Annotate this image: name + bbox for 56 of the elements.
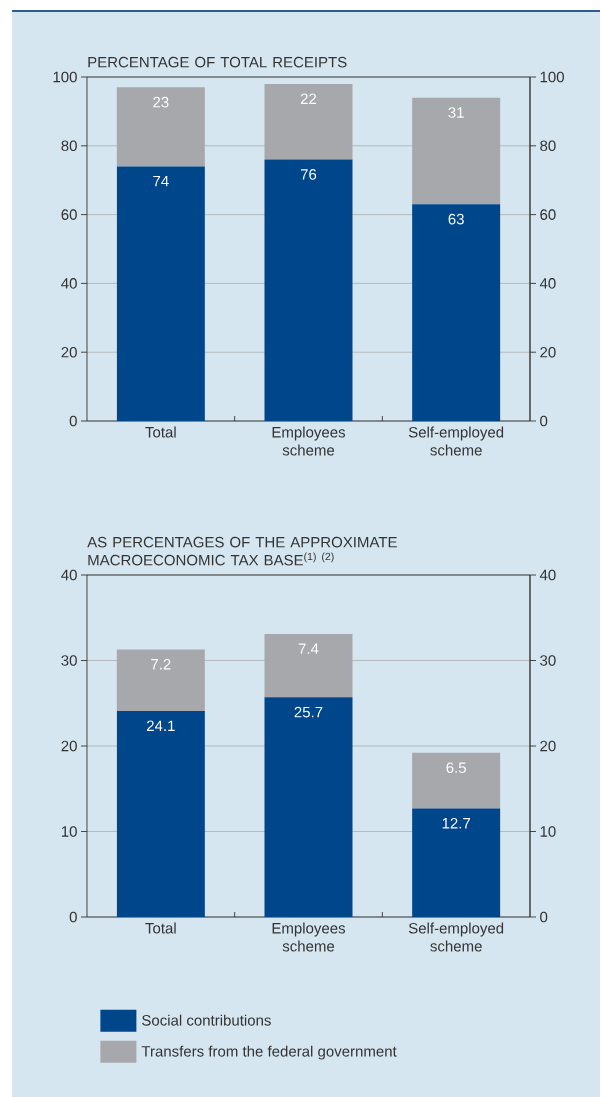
y-tick-label: 20 bbox=[61, 346, 77, 358]
bar bbox=[116, 710, 205, 918]
data-label: 63 bbox=[448, 213, 464, 225]
x-tick-label: Self-employed scheme bbox=[408, 426, 504, 456]
y2-tick-label: 0 bbox=[540, 911, 548, 923]
bar bbox=[264, 634, 353, 698]
bar bbox=[412, 204, 501, 422]
data-label: 74 bbox=[153, 175, 169, 187]
legend-label: Social contributions bbox=[142, 1014, 271, 1026]
data-label: 23 bbox=[153, 96, 169, 108]
chart-title: PERCENTAGE OF TOTAL RECEIPTS bbox=[88, 56, 347, 68]
y-tick-label: 0 bbox=[69, 415, 77, 427]
y-tick-label: 40 bbox=[61, 278, 77, 289]
bar bbox=[116, 166, 205, 422]
data-label: 76 bbox=[300, 169, 317, 180]
y2-tick-label: 30 bbox=[540, 655, 556, 666]
y2-tick-label: 40 bbox=[539, 278, 556, 289]
y2-tick-label: 20 bbox=[540, 740, 556, 752]
bar bbox=[264, 697, 353, 918]
y-tick-label: 10 bbox=[61, 826, 77, 837]
data-label: 25.7 bbox=[294, 706, 323, 718]
bar bbox=[264, 159, 353, 422]
y-tick-label: 40 bbox=[61, 569, 77, 581]
y2-tick-label: 10 bbox=[540, 826, 556, 837]
y-tick-label: 0 bbox=[69, 911, 77, 923]
x-tick-label: Employees scheme bbox=[272, 426, 346, 456]
bar bbox=[264, 83, 353, 160]
data-label: 7.4 bbox=[298, 643, 319, 654]
bar bbox=[116, 649, 205, 711]
data-label: 22 bbox=[300, 93, 317, 104]
y-tick-label: 80 bbox=[61, 140, 77, 152]
data-label: 12.7 bbox=[442, 817, 470, 829]
y2-tick-label: 80 bbox=[540, 140, 556, 152]
data-label: 31 bbox=[448, 107, 464, 118]
x-tick-label: Total bbox=[145, 922, 176, 934]
chart-title: AS PERCENTAGES OF THE APPROXIMATE MACROECONOMIC TAX BASE$^{(1) (2)}$ bbox=[87, 536, 397, 566]
data-label: 6.5 bbox=[446, 762, 466, 773]
legend-label: Transfers from the federal government bbox=[141, 1045, 397, 1060]
y2-tick-label: 0 bbox=[540, 415, 548, 427]
data-label: 7.2 bbox=[151, 658, 171, 670]
bar bbox=[116, 87, 205, 167]
y2-tick-label: 60 bbox=[540, 209, 556, 220]
x-tick-label: Employees scheme bbox=[272, 922, 346, 952]
y2-tick-label: 20 bbox=[540, 346, 556, 358]
y2-tick-label: 40 bbox=[539, 569, 556, 581]
bar bbox=[412, 808, 501, 918]
bar bbox=[412, 752, 501, 809]
y-tick-label: 20 bbox=[61, 740, 77, 752]
y-tick-label: 30 bbox=[61, 655, 77, 666]
data-label: 24.1 bbox=[146, 720, 175, 731]
y-tick-label: 60 bbox=[61, 209, 77, 220]
bar bbox=[412, 97, 501, 205]
y2-tick-label: 100 bbox=[540, 71, 564, 83]
x-tick-label: Total bbox=[145, 426, 176, 438]
y-tick-label: 100 bbox=[53, 71, 77, 83]
x-tick-label: Self-employed scheme bbox=[408, 922, 504, 952]
